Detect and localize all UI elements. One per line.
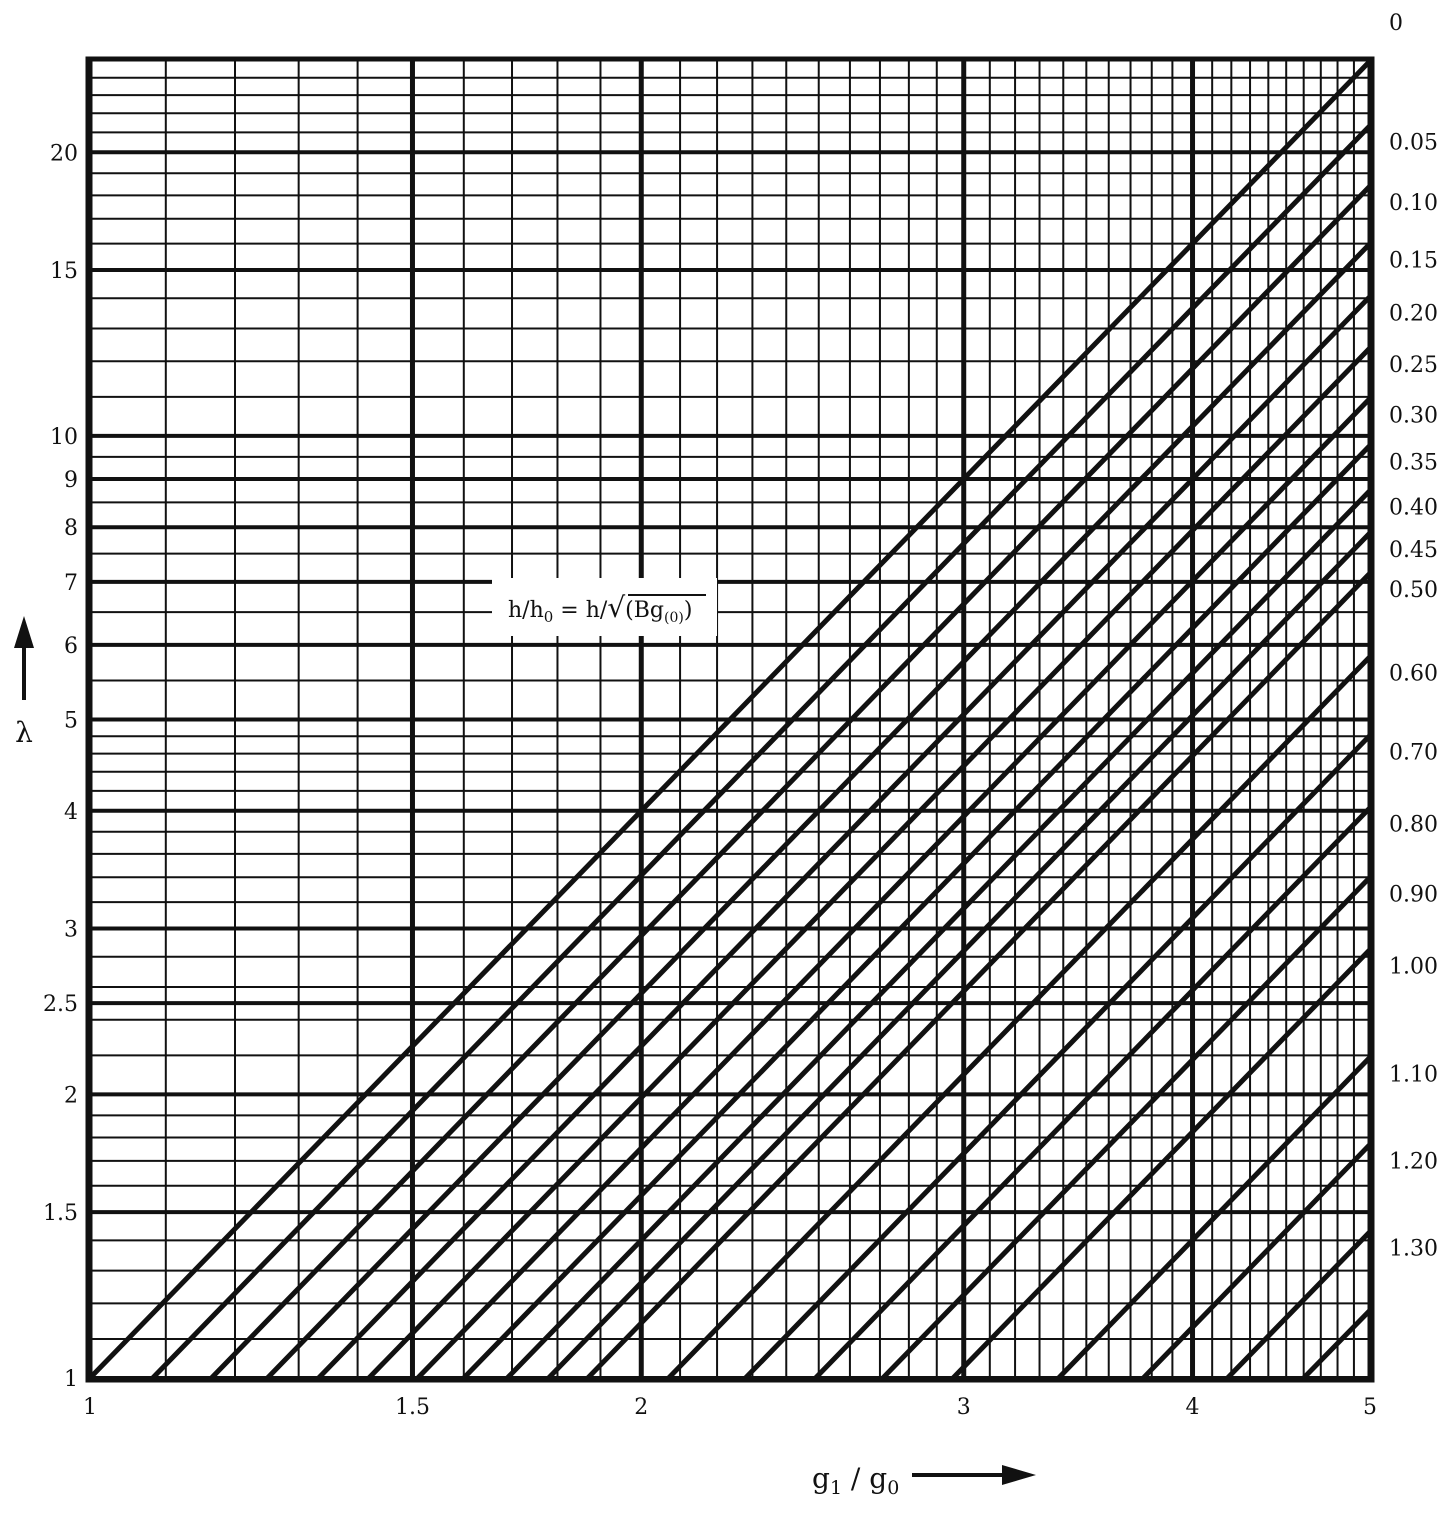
- y-tick-label: 15: [50, 259, 78, 284]
- series-line: [316, 294, 1372, 1380]
- y-axis-label-group: λ: [14, 616, 34, 749]
- series-line: [881, 875, 1372, 1380]
- x-tick-label: 1: [83, 1395, 97, 1420]
- series-label: 1.20: [1389, 1149, 1438, 1174]
- x-axis-label-group: g1 / g0: [812, 1462, 1036, 1499]
- series-label: 1.30: [1389, 1237, 1438, 1262]
- series-label: 0.40: [1389, 496, 1438, 521]
- y-tick-label: 10: [50, 425, 78, 450]
- y-tick-label: 4: [64, 800, 78, 825]
- series-line: [1141, 1142, 1372, 1380]
- y-tick-label: 3: [64, 918, 78, 943]
- y-tick-label: 1: [64, 1367, 78, 1392]
- series-line: [743, 733, 1372, 1380]
- y-tick-label: 5: [64, 709, 78, 734]
- y-tick-labels: 1 1.5 2 2.5 3 4 5 6 7 8 9 10 15 20: [43, 141, 78, 1392]
- series-line: [209, 184, 1372, 1380]
- x-axis-label: g1 / g0: [812, 1462, 899, 1499]
- y-tick-label: 2.5: [43, 992, 78, 1017]
- y-tick-label: 2: [64, 1083, 78, 1108]
- series-label: 0.30: [1389, 403, 1438, 428]
- series-label: 0.05: [1389, 131, 1438, 156]
- x-tick-label: 3: [957, 1395, 971, 1420]
- series-line: [813, 805, 1372, 1380]
- series-line: [505, 488, 1372, 1380]
- series-label: 0.20: [1389, 301, 1438, 326]
- series-label: 0.50: [1389, 578, 1438, 603]
- series-line: [951, 947, 1372, 1380]
- series-label: 0.90: [1389, 882, 1438, 907]
- x-tick-label: 2: [634, 1395, 648, 1420]
- series-label: 0.80: [1389, 813, 1438, 838]
- series-line: [1301, 1308, 1372, 1380]
- series-line: [666, 654, 1372, 1380]
- curve-label-background: [492, 578, 717, 636]
- x-axis-arrow-head-icon: [1002, 1465, 1036, 1485]
- series-line: [367, 346, 1372, 1380]
- series-label: 0.60: [1389, 662, 1438, 687]
- series-label: 0.15: [1389, 249, 1438, 274]
- plot-frame: [85, 56, 1375, 1383]
- series-label: 0.35: [1389, 450, 1438, 475]
- series-line: [150, 123, 1372, 1380]
- y-tick-label: 6: [64, 634, 78, 659]
- series-label: 1.10: [1389, 1062, 1438, 1087]
- series-label: 0.70: [1389, 740, 1438, 765]
- x-tick-label: 4: [1186, 1395, 1200, 1420]
- series-line: [1225, 1229, 1372, 1380]
- y-axis-label: λ: [15, 716, 33, 749]
- curve-label: h/h0 = h/√(Bg(0)): [492, 578, 717, 636]
- curve-label-text: h/h0 = h/√(Bg(0)): [508, 591, 692, 626]
- x-tick-label: 1.5: [395, 1395, 430, 1420]
- y-tick-label: 8: [64, 516, 78, 541]
- series-label: 0: [1389, 11, 1403, 36]
- series-line: [88, 59, 1372, 1380]
- series-line: [265, 241, 1372, 1380]
- series-label: 1.00: [1389, 954, 1438, 979]
- series-line: [415, 396, 1372, 1380]
- x-tick-label: 5: [1363, 1395, 1377, 1420]
- y-tick-label: 7: [64, 571, 78, 596]
- series-line: [546, 531, 1372, 1380]
- series-label: 0.45: [1389, 538, 1438, 563]
- x-tick-labels: 1 1.5 2 3 4 5: [83, 1395, 1377, 1420]
- series-label: 0.25: [1389, 353, 1438, 378]
- y-tick-label: 9: [64, 468, 78, 493]
- y-axis-arrow-head-icon: [14, 616, 34, 648]
- series-lines: [88, 59, 1372, 1380]
- y-tick-label: 20: [50, 141, 78, 166]
- series-line: [586, 571, 1372, 1380]
- series-label: 0.10: [1389, 191, 1438, 216]
- y-tick-label: 1.5: [43, 1201, 78, 1226]
- series-labels: 0 0.05 0.10 0.15 0.20 0.25 0.30 0.35 0.40 0.45 0.5…: [1389, 11, 1438, 1262]
- series-line: [1056, 1055, 1372, 1380]
- series-line: [462, 443, 1372, 1380]
